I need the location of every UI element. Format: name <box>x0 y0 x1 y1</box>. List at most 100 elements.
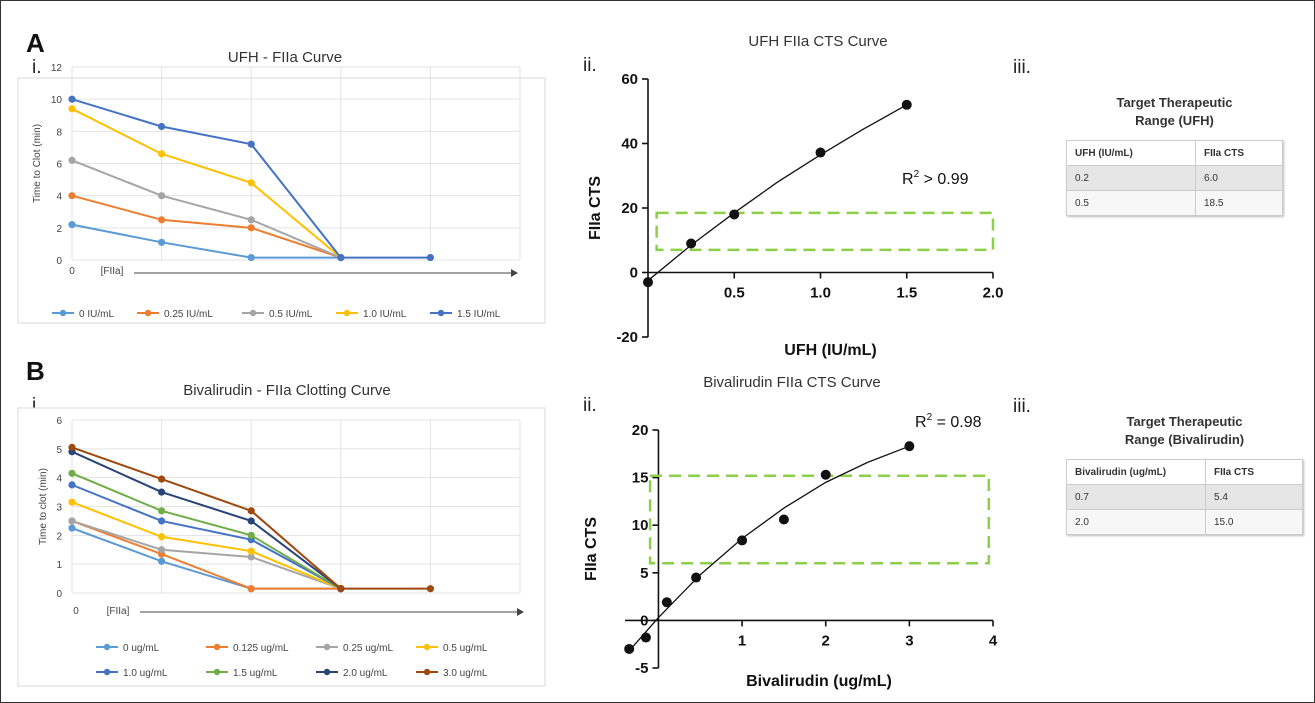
biv_clot-point <box>68 481 76 489</box>
ufh_clot-point <box>68 221 76 229</box>
ufh_clot-legend-marker <box>249 309 257 317</box>
ufh_clot-legend-marker <box>59 309 67 317</box>
ufh-header-cts: FIIa CTS <box>1195 140 1283 166</box>
biv_clot-ytick-label: 1 <box>56 560 62 571</box>
ufh_clot-point <box>68 156 76 164</box>
ufh_cts-data-point <box>901 99 912 110</box>
ufh_clot-legend-label: 0 IU/mL <box>79 309 114 320</box>
panel-a-sub-i: i. <box>32 57 42 78</box>
ufh_clot-legend-label: 1.5 IU/mL <box>457 309 501 320</box>
biv_clot-point <box>68 498 76 506</box>
ufh_cts-fit-curve <box>647 104 908 282</box>
ufh_cts-xtick-label: 0.5 <box>724 285 745 302</box>
biv-table-title-line2: Range (Bivalirudin) <box>1124 432 1245 447</box>
ufh-table-title: Target Therapeutic Range (UFH) <box>1066 94 1283 130</box>
ufh_clot-point <box>426 253 434 262</box>
biv_clot-point <box>247 531 255 539</box>
ufh_clot-ytick-label: 4 <box>56 192 62 203</box>
ufh_clot-point <box>158 192 166 200</box>
ufh_clot-point <box>158 122 166 131</box>
biv_clot-point <box>68 469 76 477</box>
biv_clot-point <box>247 517 255 525</box>
table-row: 0.5 18.5 <box>1066 190 1283 216</box>
biv_clot-point <box>68 443 76 451</box>
panel-b-sub-ii: ii. <box>583 395 597 416</box>
biv-header-cts: FIIa CTS <box>1205 459 1303 485</box>
biv_clot-legend-label: 3.0 ug/mL <box>443 668 488 679</box>
ufh_clot-point <box>68 105 76 113</box>
biv_clot-point <box>158 488 166 496</box>
biv_cts-ytick-label: 15 <box>632 470 649 487</box>
ufh_cts-r2-label: R2 > 0.99 <box>902 169 969 188</box>
table-cell: 2.0 <box>1066 509 1206 535</box>
ufh_cts-title: UFH FIIa CTS Curve <box>748 33 887 50</box>
biv_clot-legend-label: 0 ug/mL <box>123 643 160 654</box>
ufh_cts-data-point <box>815 147 826 158</box>
table-row: 2.0 15.0 <box>1066 509 1303 535</box>
biv_cts-xlabel: Bivalirudin (ug/mL) <box>746 673 892 690</box>
biv_clot-legend-marker <box>423 643 431 651</box>
table-row: 0.7 5.4 <box>1066 484 1303 510</box>
ufh_clot-point <box>247 224 255 232</box>
table-cell: 0.2 <box>1066 165 1196 191</box>
ufh_clot-point <box>247 253 255 262</box>
ufh_cts-ytick-label: 0 <box>630 265 638 282</box>
ufh_clot-point <box>247 140 255 148</box>
ufh_clot-point <box>158 216 166 224</box>
ufh_clot-point <box>247 216 255 224</box>
biv_clot-series-line-2 <box>71 519 342 590</box>
biv_cts-ytick-label: 0 <box>640 612 648 629</box>
ufh_clot-point <box>158 238 166 246</box>
ufh_clot-point <box>68 95 76 103</box>
biv_cts-ytick-label: 10 <box>632 517 649 534</box>
ufh_clot-legend-label: 0.25 IU/mL <box>164 309 213 320</box>
biv-table: Bivalirudin (ug/mL) FIIa CTS 0.7 5.4 2.0… <box>1066 459 1303 535</box>
ufh_clot-series-line-1 <box>71 194 342 259</box>
biv_clot-legend-marker <box>323 668 331 676</box>
ufh_clot-ytick-label: 6 <box>56 160 62 171</box>
biv_cts-data-point <box>691 572 702 583</box>
ufh_cts-xtick-label: 1.5 <box>896 285 917 302</box>
biv_clot-point <box>68 524 76 532</box>
biv_clot-ytick-label: 5 <box>56 445 62 456</box>
biv_clot-legend-label: 0.5 ug/mL <box>443 643 488 654</box>
ufh_clot-title: UFH - FIIa Curve <box>228 49 342 66</box>
biv_clot-legend-label: 0.25 ug/mL <box>343 643 393 654</box>
biv_clot-point <box>247 553 255 561</box>
ufh_clot-ytick-label: 10 <box>51 95 63 106</box>
panel-b-sub-i: i. <box>32 395 42 416</box>
biv_clot-ytick-label: 2 <box>56 531 62 542</box>
biv_cts-data-point <box>640 632 651 643</box>
ufh_clot-frame <box>17 77 546 324</box>
panel-b-sub-iii: iii. <box>1013 396 1031 417</box>
biv_clot-legend-label: 2.0 ug/mL <box>343 668 388 679</box>
biv-target-range-table: Target Therapeutic Range (Bivalirudin) B… <box>1066 413 1303 535</box>
ufh_clot-point <box>158 150 166 158</box>
biv_clot-point <box>158 475 166 483</box>
ufh_cts-data-point <box>729 209 740 220</box>
biv_clot-legend-label: 1.0 ug/mL <box>123 668 168 679</box>
table-cell: 5.4 <box>1205 484 1303 510</box>
ufh_clot-legend-marker <box>144 309 152 317</box>
biv_clot-point <box>426 585 434 593</box>
panel-a-sub-ii: ii. <box>583 55 597 76</box>
ufh_cts-ytick-label: 20 <box>621 200 638 217</box>
biv_clot-legend-marker <box>423 668 431 676</box>
biv_cts-data-point <box>737 535 748 546</box>
biv_clot-point <box>158 557 166 565</box>
biv_cts-data-point <box>904 441 915 452</box>
ufh_cts-ytick-label: 40 <box>621 136 638 153</box>
biv_cts-data-point <box>661 597 672 608</box>
biv_clot-series-line-1 <box>71 519 341 590</box>
ufh_clot-x-arrowhead <box>511 269 518 277</box>
biv_clot-ytick-label: 0 <box>56 589 62 600</box>
biv_clot-ytick-label: 6 <box>56 416 62 427</box>
biv_clot-point <box>68 517 76 525</box>
biv_clot-title: Bivalirudin - FIIa Clotting Curve <box>183 382 391 399</box>
ufh-table-title-line2: Range (UFH) <box>1135 113 1214 128</box>
table-row: 0.2 6.0 <box>1066 165 1283 191</box>
ufh_clot-legend-marker <box>343 309 351 317</box>
biv_clot-point <box>158 546 166 554</box>
